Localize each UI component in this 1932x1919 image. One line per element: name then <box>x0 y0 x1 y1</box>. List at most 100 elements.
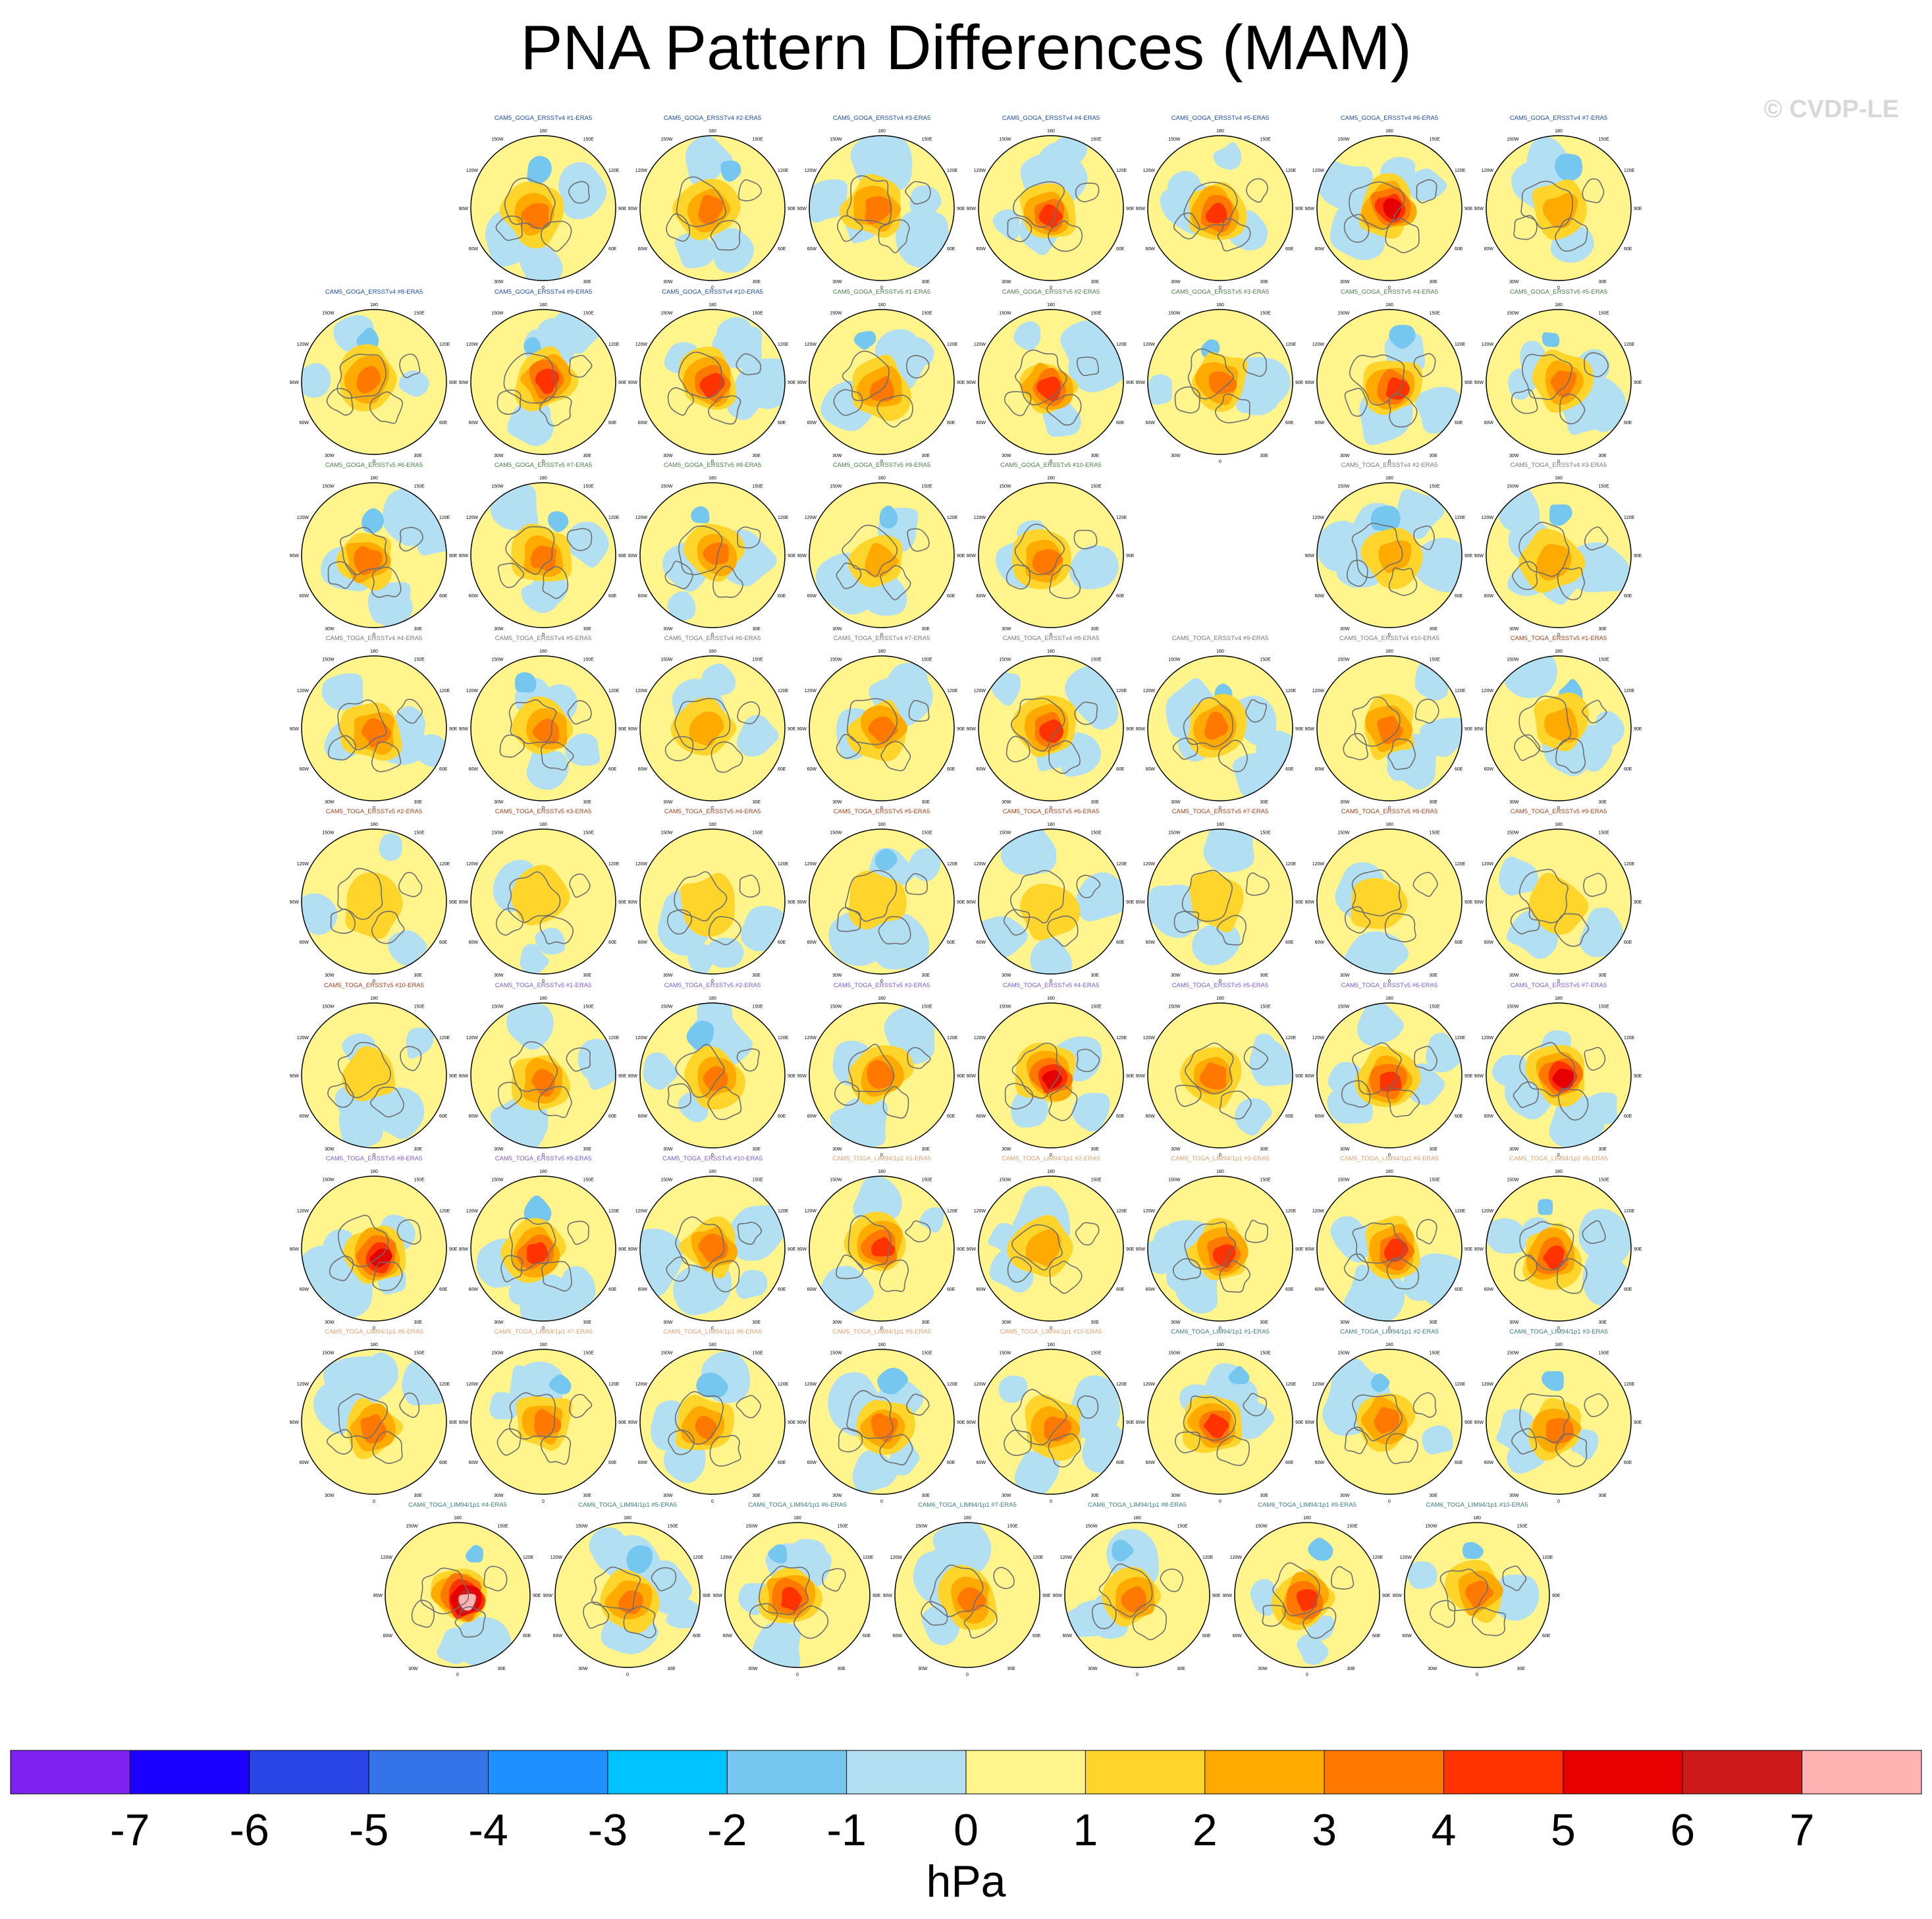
map-tick-label: 120W <box>1482 689 1494 693</box>
panel-title: CAM5_TOGA_LIM94/1p1 #9-ERA5 <box>832 1328 931 1336</box>
map-tick-label: 60W <box>638 1287 648 1292</box>
map-tick-label: 0 <box>542 806 545 811</box>
map-tick-label: 150E <box>922 1351 933 1356</box>
map-panel: 180 0 90W 90E 150W 150E 120W 120E 60W 60E 30W 30E CA… <box>1305 1155 1473 1331</box>
map-tick-label: 90E <box>1464 1074 1473 1079</box>
map-tick-label: 0 <box>711 460 714 464</box>
map-tick-label: 150W <box>660 1005 673 1010</box>
map-tick-label: 60W <box>1315 1287 1325 1292</box>
map-tick-label: 30E <box>1260 800 1269 805</box>
negative-anomaly-contour <box>895 209 949 269</box>
map-tick-label: 90W <box>1474 900 1484 905</box>
positive-anomaly-contour <box>1204 711 1229 740</box>
map-tick-label: 0 <box>1050 806 1052 811</box>
map-tick-label: 120E <box>1285 342 1297 347</box>
map-tick-label: 60E <box>1116 767 1125 772</box>
negative-anomaly-contour <box>523 337 542 355</box>
map-tick-label: 180 <box>709 129 716 134</box>
colorbar-label: 2 <box>1193 1805 1218 1855</box>
map-tick-label: 120E <box>778 689 789 693</box>
map-outline <box>639 1002 786 1149</box>
positive-anomaly-contour <box>1025 1229 1061 1267</box>
negative-anomaly-contour <box>1538 1199 1553 1215</box>
map-tick-label: 30E <box>1260 280 1269 284</box>
map-tick-label: 60W <box>1146 421 1156 425</box>
coastlines <box>1004 1389 1099 1468</box>
negative-anomaly-contour <box>1549 504 1572 526</box>
map-tick-label: 30W <box>832 1320 842 1325</box>
map-tick-label: 180 <box>1047 1343 1055 1347</box>
map-tick-label: 180 <box>1385 303 1393 308</box>
map-tick-label: 150E <box>1430 1178 1441 1183</box>
map-tick-label: 120E <box>947 516 958 520</box>
map-tick-label: 180 <box>1216 1170 1224 1174</box>
panel-title: CAM5_TOGA_ERSSTv4 #2-ERA5 <box>1341 462 1438 469</box>
panel-title: CAM5_TOGA_LIM94/1p1 #8-ERA5 <box>663 1328 762 1336</box>
coastlines <box>836 869 928 945</box>
map-tick-label: 120E <box>608 862 620 867</box>
map-tick-label: 90W <box>628 727 638 732</box>
map-tick-label: 0 <box>711 806 714 811</box>
map-tick-label: 60W <box>469 594 479 599</box>
map-tick-label: 150E <box>414 1005 425 1010</box>
map-panel: 180 0 90W 90E 150W 150E 120W 120E 60W 60E 30W 30E CA… <box>1136 115 1304 290</box>
panel-title: CAM5_GOGA_ERSSTv5 #3-ERA5 <box>1171 288 1269 296</box>
negative-anomaly-contour <box>1542 332 1560 348</box>
coastlines <box>666 176 763 251</box>
panel-title: CAM5_GOGA_ERSSTv4 #4-ERA5 <box>1002 115 1100 122</box>
map-tick-label: 30W <box>663 1147 673 1152</box>
positive-anomaly-contour <box>535 368 560 394</box>
map-tick-label: 30W <box>1002 973 1011 978</box>
map-tick-label: 120E <box>608 689 620 693</box>
coastlines <box>499 699 592 771</box>
map-tick-label: 120E <box>778 1036 789 1041</box>
map-tick-label: 90E <box>1634 554 1642 558</box>
map-panel: 180 0 90W 90E 150W 150E 120W 120E 60W 60E 30W 30E CA… <box>797 288 965 464</box>
coastlines <box>836 1215 931 1292</box>
map-tick-label: 150W <box>322 1178 335 1183</box>
negative-anomaly-contour <box>1508 368 1540 400</box>
map-tick-label: 0 <box>1388 1326 1391 1331</box>
map-tick-label: 90W <box>797 1074 807 1079</box>
map-tick-label: 120W <box>1482 1036 1494 1041</box>
map-tick-label: 0 <box>1050 1326 1052 1331</box>
map-tick-label: 120E <box>1455 342 1466 347</box>
map-tick-label: 60E <box>1624 421 1632 425</box>
map-tick-label: 30W <box>325 800 335 805</box>
map-tick-label: 150W <box>660 138 673 142</box>
colorbar-swatch <box>846 1750 967 1794</box>
map-tick-label: 60E <box>439 940 448 945</box>
positive-anomaly-contour <box>1378 540 1412 574</box>
map-tick-label: 180 <box>1555 303 1563 308</box>
map-tick-label: 150E <box>1260 138 1272 142</box>
positive-anomaly-contour <box>867 1060 895 1089</box>
map-tick-label: 90W <box>1474 727 1484 732</box>
map-tick-label: 120E <box>947 342 958 347</box>
positive-anomaly-contour <box>1529 873 1588 935</box>
map-tick-label: 120W <box>1143 1036 1156 1041</box>
map-tick-label: 0 <box>880 633 883 637</box>
map-outline <box>1316 309 1462 455</box>
map-tick-label: 150E <box>1091 1178 1102 1183</box>
map-tick-label: 30E <box>922 1494 930 1498</box>
map-tick-label: 60E <box>608 1461 617 1465</box>
map-tick-label: 60W <box>1146 940 1156 945</box>
map-tick-label: 120E <box>1455 862 1466 867</box>
map-tick-label: 120E <box>608 1382 620 1387</box>
map-tick-label: 60E <box>439 1114 448 1119</box>
map-outline <box>1316 135 1462 281</box>
negative-anomaly-contour <box>1356 1003 1404 1046</box>
map-panel: 180 0 90W 90E 150W 150E 120W 120E 60W 60E 30W 30E CA… <box>290 1155 458 1331</box>
map-tick-label: 120W <box>297 862 309 867</box>
map-tick-label: 90W <box>628 554 638 558</box>
map-tick-label: 180 <box>539 129 547 134</box>
colorbar-label: 7 <box>1790 1805 1815 1855</box>
map-tick-label: 150W <box>491 831 504 836</box>
map-tick-label: 120E <box>439 516 450 520</box>
map-tick-label: 90E <box>788 900 796 905</box>
map-tick-label: 30W <box>1509 454 1519 458</box>
map-tick-label: 30E <box>583 454 592 458</box>
map-tick-label: 60E <box>608 1114 617 1119</box>
map-tick-label: 30E <box>1599 280 1607 284</box>
